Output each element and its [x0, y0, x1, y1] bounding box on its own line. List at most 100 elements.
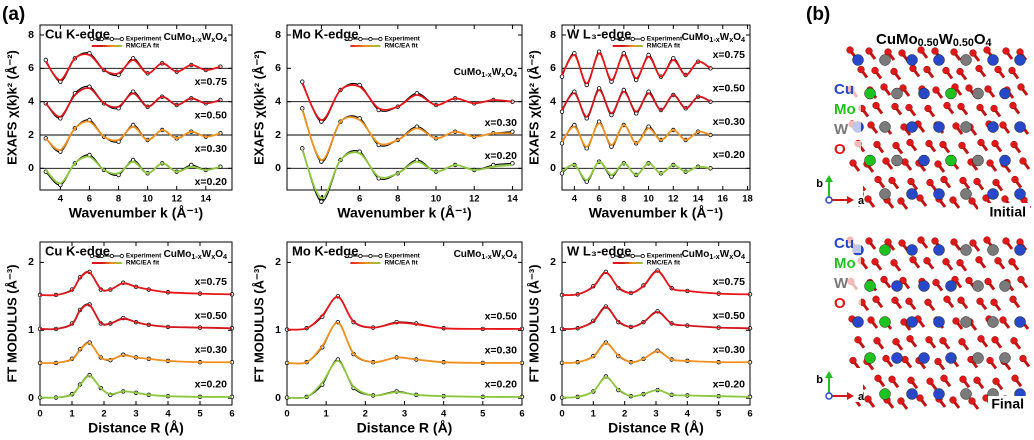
metal-atom — [864, 352, 876, 364]
group-label: x=0.50 — [713, 82, 746, 94]
legend-experiment-point — [109, 253, 114, 259]
legend-experiment-point — [89, 253, 94, 259]
oxygen-atom — [846, 46, 854, 54]
legend-backdrop — [831, 121, 861, 139]
fit-line — [39, 342, 233, 365]
oxygen-atom — [924, 104, 932, 113]
oxygen-atom — [934, 357, 942, 366]
oxygen-atom — [973, 376, 981, 384]
panel: 4 6 8 10 12 14 0 2 4 6 8 x=0.30 x=0.20 Mo K-edge CuMo1… — [251, 24, 523, 221]
formula-subscript: 1-x — [191, 35, 201, 44]
x-tick-label: 3 — [402, 409, 407, 420]
legend-experiment-point — [119, 253, 124, 259]
metal-atom — [918, 280, 930, 292]
formula-part: O — [215, 32, 223, 43]
compound-label: CuMo1-xWxO4 — [454, 249, 517, 261]
oxygen-atom — [969, 239, 977, 247]
oxygen-atom — [943, 101, 951, 110]
legend-experiment-point — [109, 36, 114, 42]
oxygen-atom — [957, 102, 965, 111]
formula-part: W — [492, 67, 502, 78]
oxygen-atom — [1017, 275, 1025, 284]
x-tick-label: 1 — [591, 409, 597, 420]
legend-label: Experiment — [384, 253, 420, 260]
oxygen-atom — [950, 48, 958, 56]
oxygen-atom — [898, 49, 906, 57]
oxygen-atom — [999, 121, 1007, 129]
metal-atom — [945, 280, 957, 292]
fit-line — [286, 360, 523, 400]
group-label: x=0.20 — [195, 379, 228, 391]
oxygen-atom — [949, 196, 957, 204]
axis-a-head — [847, 196, 854, 204]
formula-subscript: x — [211, 35, 215, 44]
x-tick-label: 4 — [441, 409, 447, 420]
y-tick-label: 6 — [28, 62, 34, 74]
formula-subscript: 4 — [513, 252, 517, 261]
oxygen-atom — [865, 237, 873, 245]
formula-subscript: 0.50 — [918, 37, 939, 49]
oxygen-atom — [990, 298, 998, 306]
formula-part: Cu — [164, 249, 177, 260]
legend-fit-line — [612, 45, 643, 47]
oxygen-atom — [984, 277, 992, 286]
legend-experiment-point — [630, 36, 635, 42]
legend-experiment-point — [378, 253, 383, 259]
legend-label: RMC/EA fit — [647, 260, 681, 267]
x-tick-label: 2 — [363, 409, 368, 420]
fit-line — [45, 87, 221, 118]
x-axis-label: Distance R (Å) — [88, 420, 184, 436]
metal-atom — [891, 87, 903, 100]
group-label: x=0.30 — [485, 345, 518, 357]
compound-label: CuMo1-xWxO4 — [682, 249, 745, 261]
oxygen-atom — [983, 46, 991, 54]
formula-part: Mo — [467, 67, 481, 78]
axis-a-head — [847, 392, 854, 400]
formula-part: Cu — [682, 32, 695, 43]
formula-subscript: 4 — [513, 70, 517, 79]
group-label: x=0.30 — [485, 117, 518, 129]
group-label: x=0.75 — [713, 276, 746, 288]
metal-atom — [891, 280, 903, 292]
formula-subscript: 4 — [223, 252, 227, 261]
metal-atom — [933, 244, 945, 256]
metal-atom — [999, 154, 1011, 167]
metal-atom — [879, 244, 891, 256]
formula-subscript: 1-x — [481, 70, 491, 79]
oxygen-atom — [975, 64, 983, 73]
panel-title: W L₃-edge — [567, 26, 632, 41]
metal-atom — [906, 316, 918, 328]
metal-atom — [987, 121, 999, 133]
formula-part: Mo — [467, 249, 481, 260]
metal-atom — [945, 352, 957, 364]
legend-experiment-point — [99, 36, 104, 42]
fit-line — [39, 374, 233, 399]
x-tick-label: 6 — [747, 409, 752, 420]
oxygen-atom — [940, 175, 948, 184]
oxygen-atom — [991, 139, 999, 148]
x-tick-label: 3 — [133, 409, 138, 420]
metal-atom — [918, 352, 930, 364]
oxygen-atom — [952, 317, 960, 325]
oxygen-atom — [965, 84, 973, 92]
x-tick-label: 0 — [559, 409, 564, 420]
oxygen-atom — [968, 397, 976, 405]
oxygen-atom — [999, 316, 1007, 324]
fit-line — [561, 306, 751, 330]
metal-atom — [879, 121, 891, 133]
fit-line — [45, 120, 221, 151]
group-label: x=0.20 — [195, 176, 228, 188]
y-tick-label: 4 — [550, 95, 556, 107]
oxygen-atom — [909, 64, 917, 73]
x-tick-label: 16 — [718, 194, 729, 205]
x-tick-label: 8 — [621, 194, 626, 205]
oxygen-atom — [849, 159, 857, 167]
x-axis-label: Wavenumber k (Å⁻¹) — [589, 205, 723, 221]
y-tick-label: 8 — [275, 29, 281, 41]
x-tick-label: 6 — [87, 194, 92, 205]
legend-label: Experiment — [384, 36, 420, 43]
metal-atom — [933, 54, 945, 66]
legend-experiment-point — [358, 36, 363, 42]
legend-experiment-point — [610, 253, 615, 259]
x-tick-label: 2 — [101, 409, 106, 420]
